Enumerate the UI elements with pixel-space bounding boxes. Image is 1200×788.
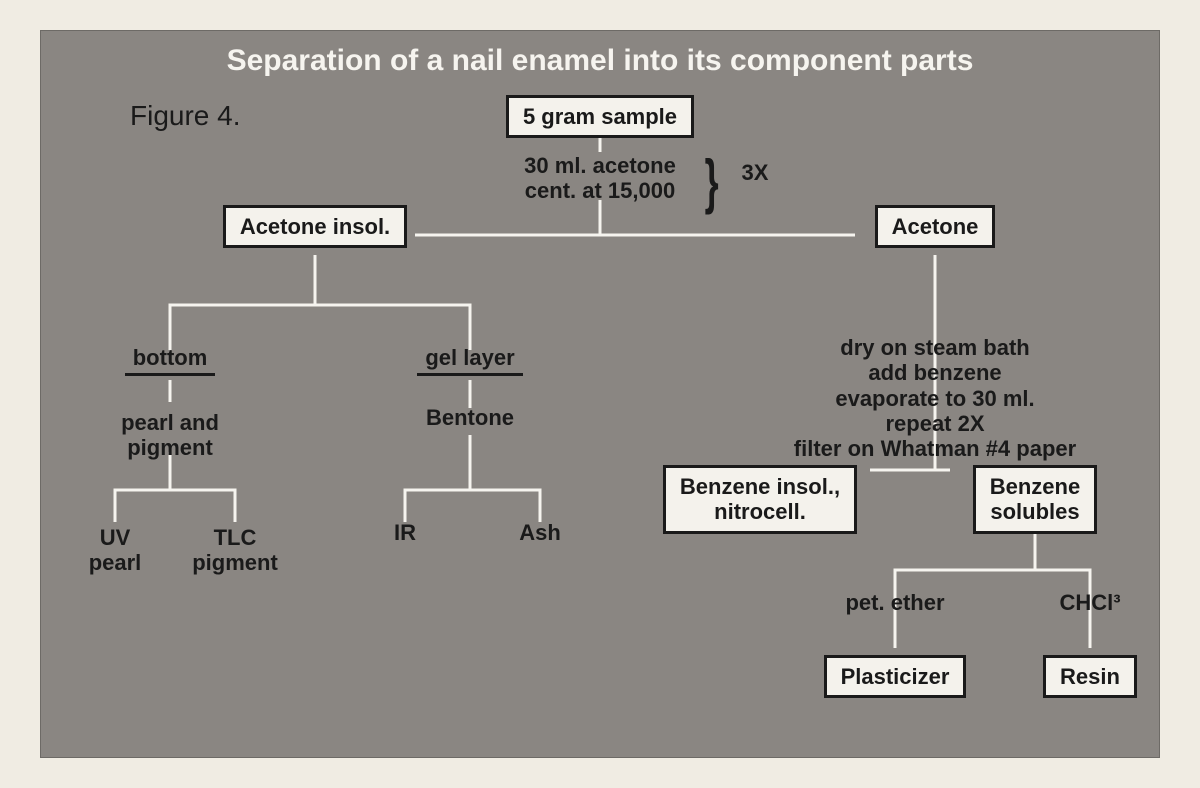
node-plasticizer: Plasticizer [805,655,985,698]
node-tlc: TLCpigment [180,525,290,576]
node-benz_sol: Benzenesolubles [950,465,1120,534]
diagram-title: Separation of a nail enamel into its com… [40,44,1160,78]
node-uv: UVpearl [70,525,160,576]
diagram-frame: Separation of a nail enamel into its com… [40,30,1160,758]
node-acet_insol: Acetone insol. [215,205,415,248]
node-benz_insol: Benzene insol.,nitrocell. [650,465,870,534]
brace-icon: } [705,158,719,206]
node-step1x: 3X [725,160,785,185]
node-acetone: Acetone [855,205,1015,248]
node-pet_ether: pet. ether [825,590,965,615]
figure-label: Figure 4. [130,100,241,132]
node-ac_steps: dry on steam bathadd benzeneevaporate to… [765,335,1105,461]
node-bottom: bottom [110,345,230,376]
node-step1: 30 ml. acetonecent. at 15,000 [490,153,710,204]
node-bentone: Bentone [410,405,530,430]
node-ir: IR [375,520,435,545]
node-pearl_pig: pearl andpigment [100,410,240,461]
node-chcl3: CHCl³ [1040,590,1140,615]
node-ash: Ash [505,520,575,545]
node-resin: Resin [1030,655,1150,698]
node-sample: 5 gram sample [500,95,700,138]
node-gel: gel layer [400,345,540,376]
